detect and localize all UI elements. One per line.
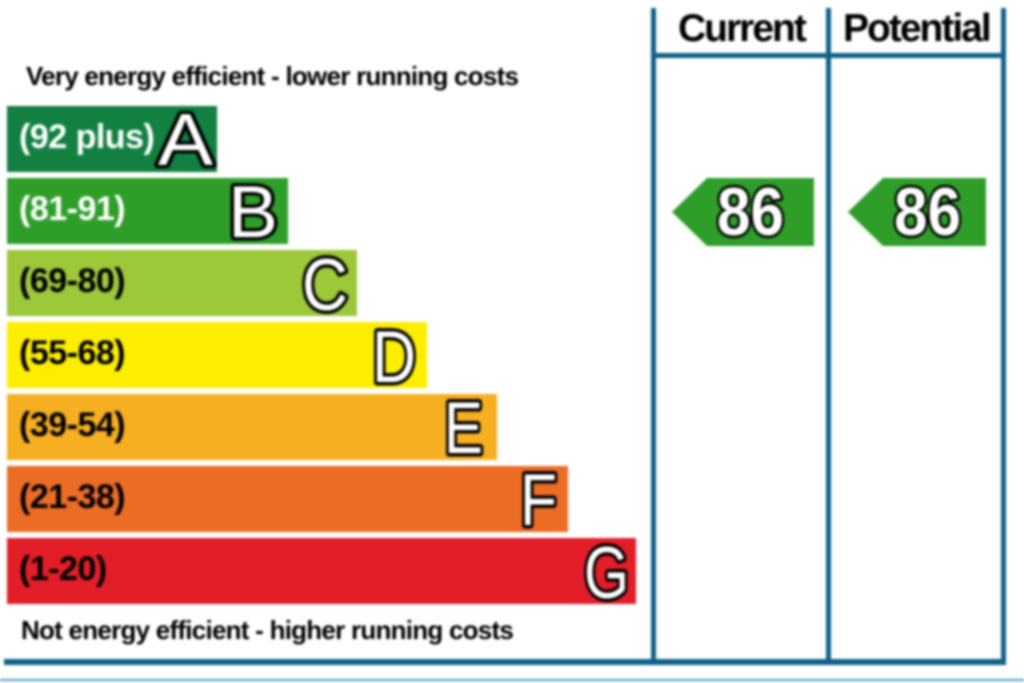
svg-text:E: E bbox=[444, 388, 483, 469]
svg-text:F: F bbox=[520, 460, 557, 541]
svg-text:G: G bbox=[584, 533, 629, 614]
svg-text:D: D bbox=[372, 317, 416, 398]
svg-text:86: 86 bbox=[717, 174, 784, 250]
svg-text:A: A bbox=[158, 100, 213, 181]
svg-text:86: 86 bbox=[894, 174, 961, 250]
svg-text:C: C bbox=[302, 245, 348, 326]
svg-text:B: B bbox=[228, 172, 278, 253]
